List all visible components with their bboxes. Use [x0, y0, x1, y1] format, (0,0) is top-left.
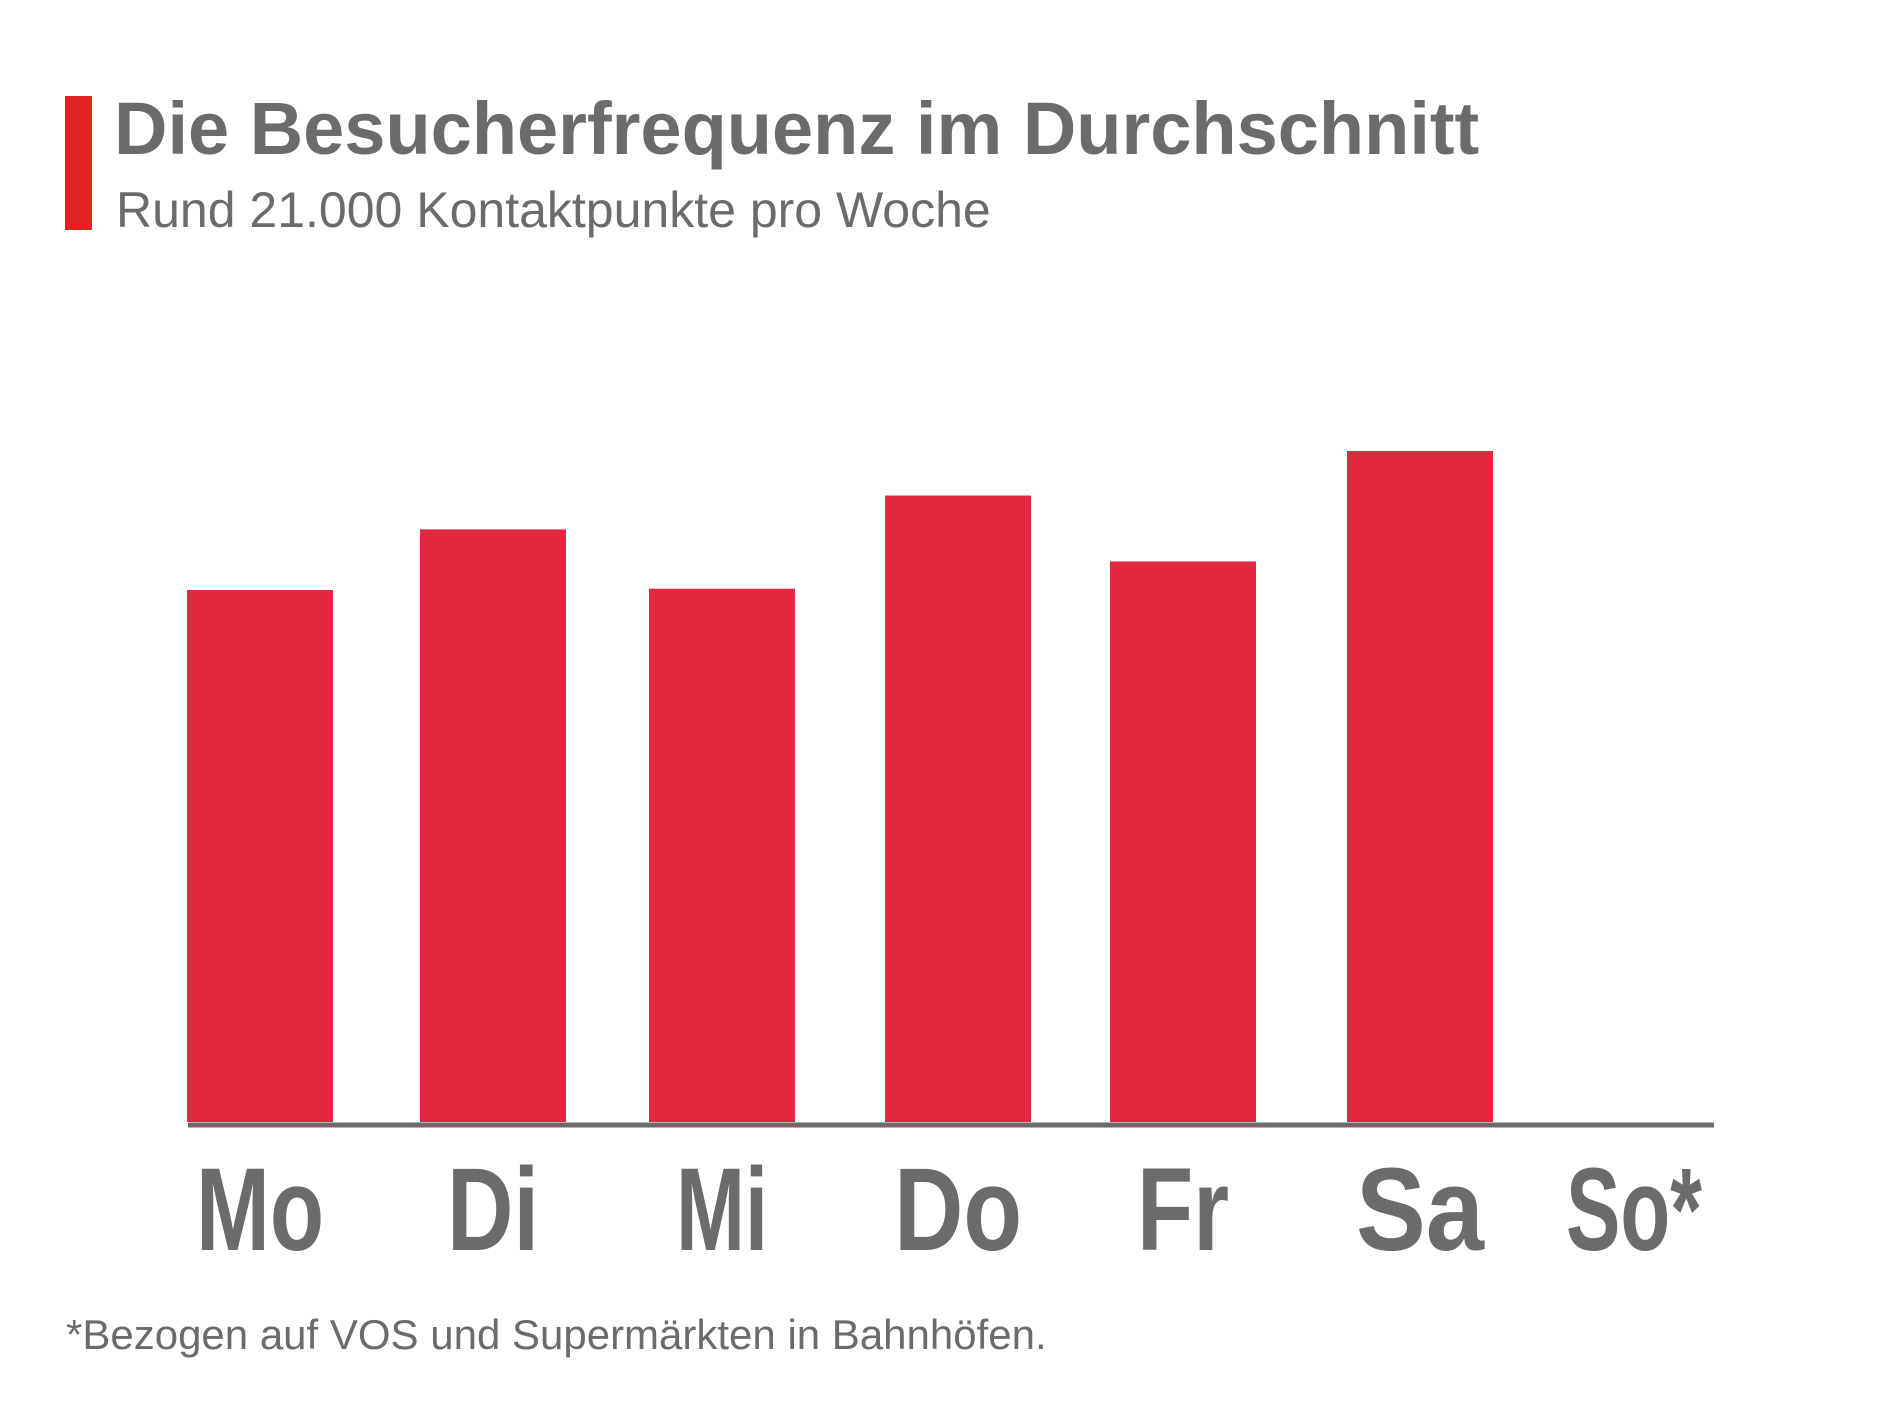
- bar-mi: [649, 588, 795, 1122]
- bar-group: [187, 451, 1493, 1122]
- bar-mo: [187, 589, 333, 1122]
- tick-label-mi: Mi: [676, 1144, 768, 1276]
- bar-do: [885, 495, 1031, 1122]
- tick-label-so: So*: [1566, 1144, 1702, 1276]
- bar-di: [420, 529, 566, 1122]
- tick-label-sa: Sa: [1356, 1144, 1485, 1276]
- footnote: *Bezogen auf VOS und Supermärkten in Bah…: [66, 1311, 1047, 1358]
- bar-sa: [1347, 451, 1493, 1122]
- title-accent-bar: [65, 96, 92, 230]
- tick-label-do: Do: [894, 1144, 1022, 1276]
- chart-title: Die Besucherfrequenz im Durchschnitt: [114, 87, 1480, 170]
- tick-label-di: Di: [447, 1144, 539, 1276]
- tick-label-fr: Fr: [1137, 1144, 1229, 1276]
- bar-fr: [1110, 561, 1256, 1122]
- x-axis-tick-labels: Mo Di Mi Do Fr Sa So*: [196, 1144, 1702, 1276]
- chart-subtitle: Rund 21.000 Kontaktpunkte pro Woche: [116, 182, 991, 238]
- tick-label-mo: Mo: [196, 1144, 324, 1276]
